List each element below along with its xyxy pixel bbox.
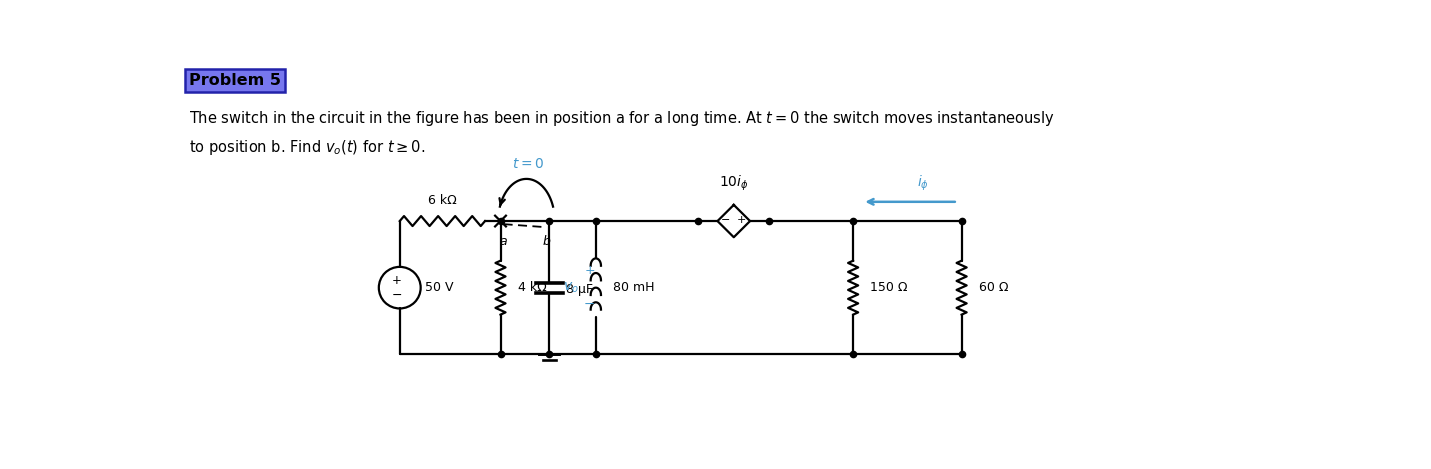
Text: Problem 5: Problem 5	[189, 73, 280, 88]
Text: +: +	[584, 264, 595, 277]
Text: to position b. Find $v_o(t)$ for $t \geq 0$.: to position b. Find $v_o(t)$ for $t \geq…	[189, 138, 425, 158]
Text: b: b	[542, 235, 550, 248]
Text: 6 kΩ: 6 kΩ	[428, 194, 456, 207]
Text: −: −	[721, 214, 731, 225]
Text: $10i_\phi$: $10i_\phi$	[718, 174, 748, 193]
Text: a: a	[499, 235, 508, 248]
Text: +: +	[737, 214, 746, 225]
Text: 60 Ω: 60 Ω	[979, 281, 1009, 294]
Text: $i_\phi$: $i_\phi$	[917, 173, 929, 193]
Text: 150 Ω: 150 Ω	[870, 281, 907, 294]
Text: 50 V: 50 V	[425, 281, 454, 294]
Text: 4 kΩ: 4 kΩ	[518, 281, 547, 294]
Text: The switch in the circuit in the figure has been in position a for a long time. : The switch in the circuit in the figure …	[189, 109, 1055, 128]
Text: $v_o$: $v_o$	[562, 280, 578, 295]
Text: +: +	[392, 274, 402, 287]
Text: $t=0$: $t=0$	[512, 157, 544, 171]
Text: −: −	[392, 289, 402, 302]
Text: 80 mH: 80 mH	[612, 281, 654, 294]
Text: 8 μF: 8 μF	[565, 283, 592, 296]
Text: −: −	[584, 298, 595, 311]
